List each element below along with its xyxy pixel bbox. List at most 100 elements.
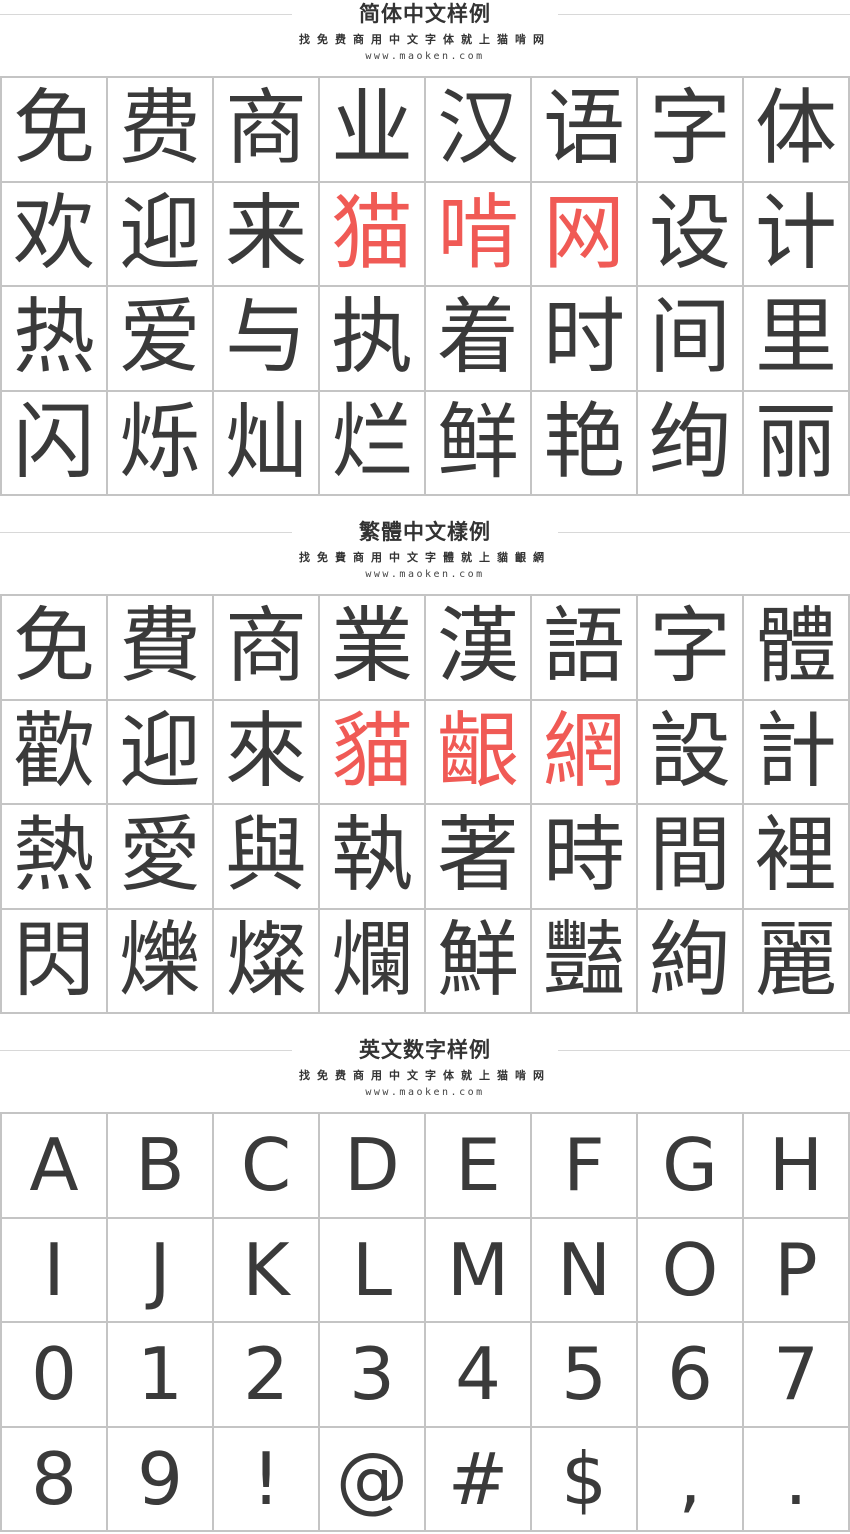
header-rule-left <box>0 1050 292 1051</box>
glyph-cell: 齦 <box>426 700 532 805</box>
glyph-cell: 5 <box>532 1323 638 1428</box>
glyph-cell: 體 <box>744 596 850 701</box>
glyph-cell: C <box>214 1114 320 1219</box>
glyph-cell: 豔 <box>532 909 638 1014</box>
glyph-cell: 6 <box>638 1323 744 1428</box>
section-subtitle: 找免费商用中文字体就上猫啃网 <box>299 33 551 46</box>
glyph-cell: 计 <box>744 182 850 287</box>
glyph-cell: 8 <box>2 1427 108 1532</box>
glyph-cell: 歡 <box>2 700 108 805</box>
glyph-cell: H <box>744 1114 850 1219</box>
glyph-cell: 0 <box>2 1323 108 1428</box>
glyph-cell: 网 <box>532 182 638 287</box>
glyph-cell: 愛 <box>108 805 214 910</box>
glyph-cell: 执 <box>320 287 426 392</box>
glyph-cell: 时 <box>532 287 638 392</box>
glyph-cell: . <box>744 1427 850 1532</box>
glyph-cell: 体 <box>744 78 850 183</box>
glyph-cell: 閃 <box>2 909 108 1014</box>
glyph-cell: 来 <box>214 182 320 287</box>
glyph-cell: 设 <box>638 182 744 287</box>
glyph-cell: D <box>320 1114 426 1219</box>
glyph-cell: 啃 <box>426 182 532 287</box>
section-header-simplified: 简体中文样例 找免费商用中文字体就上猫啃网 www.maoken.com <box>0 0 850 76</box>
glyph-cell: 燦 <box>214 909 320 1014</box>
glyph-cell: M <box>426 1218 532 1323</box>
glyph-cell: 欢 <box>2 182 108 287</box>
glyph-cell: 鮮 <box>426 909 532 1014</box>
section-subtitle: 找免费商用中文字体就上猫啃网 <box>299 1069 551 1082</box>
glyph-cell: 熱 <box>2 805 108 910</box>
glyph-cell: 與 <box>214 805 320 910</box>
glyph-cell: , <box>638 1427 744 1532</box>
header-rule-left <box>0 532 292 533</box>
glyph-cell: G <box>638 1114 744 1219</box>
glyph-cell: 间 <box>638 287 744 392</box>
glyph-cell: 3 <box>320 1323 426 1428</box>
section-url: www.maoken.com <box>365 1087 485 1098</box>
glyph-cell: 免 <box>2 596 108 701</box>
glyph-grid-latin: A B C D E F G H I J K L M N O P 0 1 2 3 4 5 6 7 8 9! @ # $,. <box>0 1112 850 1532</box>
section-title: 简体中文样例 <box>359 2 491 26</box>
header-rule-right <box>558 14 850 15</box>
section-url: www.maoken.com <box>365 51 485 62</box>
glyph-grid-simplified: 免费商业汉语字体欢迎来猫啃网设计热爱与执着时间里闪烁灿烂鲜艳绚丽 <box>0 76 850 496</box>
glyph-cell: 7 <box>744 1323 850 1428</box>
section-title: 英文数字样例 <box>359 1038 491 1062</box>
glyph-cell: 網 <box>532 700 638 805</box>
section-subtitle: 找免費商用中文字體就上貓齦網 <box>299 551 551 564</box>
glyph-cell: 費 <box>108 596 214 701</box>
glyph-cell: 迎 <box>108 700 214 805</box>
section-title: 繁體中文樣例 <box>359 520 491 544</box>
glyph-cell: 烂 <box>320 391 426 496</box>
glyph-cell: 執 <box>320 805 426 910</box>
glyph-cell: K <box>214 1218 320 1323</box>
glyph-cell: 語 <box>532 596 638 701</box>
glyph-cell: F <box>532 1114 638 1219</box>
glyph-cell: 里 <box>744 287 850 392</box>
glyph-cell: 爛 <box>320 909 426 1014</box>
glyph-grid-traditional: 免費商業漢語字體歡迎來貓齦網設計熱愛與執著時間裡閃爍燦爛鮮豔絢麗 <box>0 594 850 1014</box>
glyph-cell: 免 <box>2 78 108 183</box>
glyph-cell: 语 <box>532 78 638 183</box>
section-url: www.maoken.com <box>365 569 485 580</box>
glyph-cell: 汉 <box>426 78 532 183</box>
glyph-cell: 烁 <box>108 391 214 496</box>
glyph-cell: 9 <box>108 1427 214 1532</box>
glyph-cell: 灿 <box>214 391 320 496</box>
glyph-cell: 設 <box>638 700 744 805</box>
glyph-cell: 商 <box>214 596 320 701</box>
glyph-cell: 费 <box>108 78 214 183</box>
glyph-cell: 字 <box>638 78 744 183</box>
glyph-cell: 字 <box>638 596 744 701</box>
glyph-cell: ! <box>214 1427 320 1532</box>
glyph-cell: 商 <box>214 78 320 183</box>
glyph-cell: 艳 <box>532 391 638 496</box>
header-rule-left <box>0 14 292 15</box>
glyph-cell: 漢 <box>426 596 532 701</box>
glyph-cell: 絢 <box>638 909 744 1014</box>
glyph-cell: E <box>426 1114 532 1219</box>
glyph-cell: 迎 <box>108 182 214 287</box>
glyph-cell: A <box>2 1114 108 1219</box>
glyph-cell: @ <box>320 1427 426 1532</box>
glyph-cell: 4 <box>426 1323 532 1428</box>
glyph-cell: 与 <box>214 287 320 392</box>
glyph-cell: N <box>532 1218 638 1323</box>
glyph-cell: 绚 <box>638 391 744 496</box>
glyph-cell: 热 <box>2 287 108 392</box>
glyph-cell: 鲜 <box>426 391 532 496</box>
glyph-cell: I <box>2 1218 108 1323</box>
glyph-cell: 來 <box>214 700 320 805</box>
glyph-cell: 业 <box>320 78 426 183</box>
glyph-cell: 猫 <box>320 182 426 287</box>
glyph-cell: 業 <box>320 596 426 701</box>
glyph-cell: J <box>108 1218 214 1323</box>
section-header-latin: 英文数字样例 找免费商用中文字体就上猫啃网 www.maoken.com <box>0 1036 850 1112</box>
glyph-cell: 爍 <box>108 909 214 1014</box>
glyph-cell: 計 <box>744 700 850 805</box>
glyph-cell: 麗 <box>744 909 850 1014</box>
glyph-cell: B <box>108 1114 214 1219</box>
header-rule-right <box>558 532 850 533</box>
glyph-cell: 着 <box>426 287 532 392</box>
